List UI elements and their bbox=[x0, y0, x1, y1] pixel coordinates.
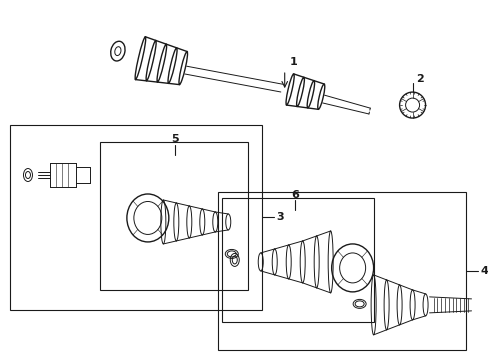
Text: 3: 3 bbox=[276, 212, 284, 222]
Bar bbox=[217, 192, 465, 350]
Text: 4: 4 bbox=[480, 266, 488, 276]
Bar bbox=[222, 198, 373, 322]
Bar bbox=[10, 125, 261, 310]
Bar bbox=[100, 142, 247, 290]
Text: 1: 1 bbox=[289, 57, 297, 67]
Text: 6: 6 bbox=[290, 190, 298, 200]
Text: 2: 2 bbox=[416, 74, 424, 84]
Text: 5: 5 bbox=[171, 134, 178, 144]
